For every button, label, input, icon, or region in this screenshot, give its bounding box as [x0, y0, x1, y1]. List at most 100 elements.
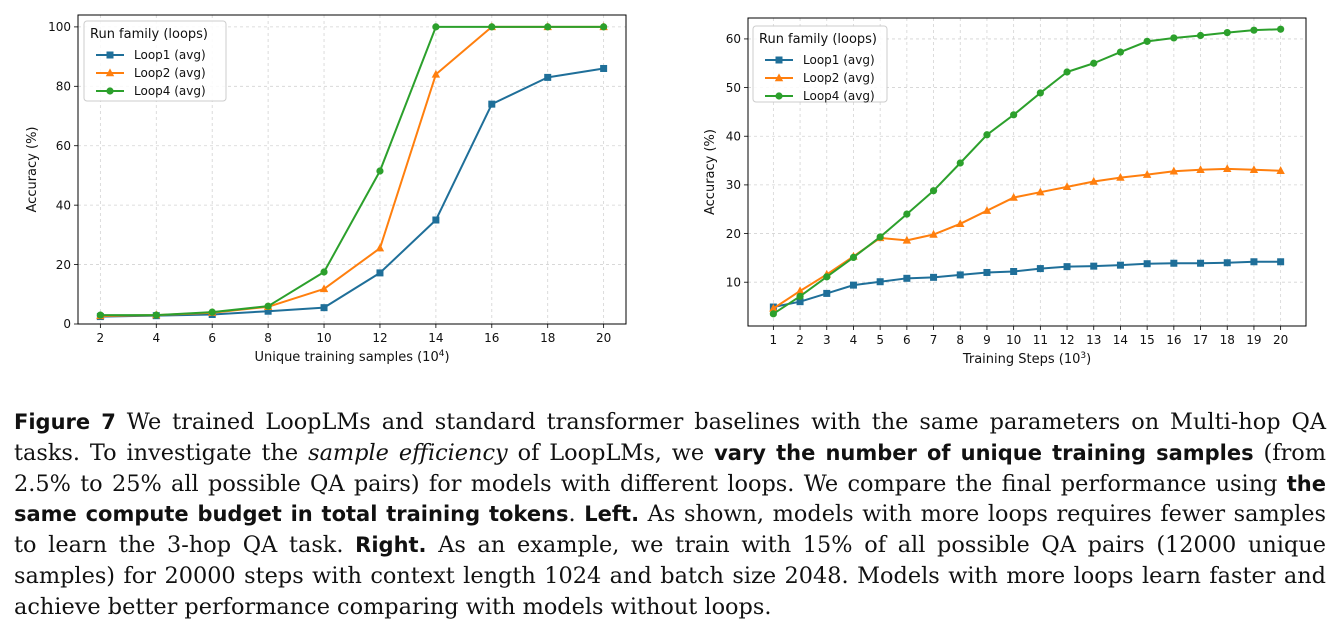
- x-tick-label: 3: [823, 333, 831, 347]
- x-tick-label: 12: [372, 331, 387, 345]
- x-tick-label: 4: [850, 333, 858, 347]
- data-point: [1090, 262, 1098, 270]
- data-point: [929, 229, 938, 238]
- caption-text: We trained LoopLMs and standard transfor…: [14, 409, 1326, 466]
- legend-marker: [775, 56, 783, 64]
- data-point: [1277, 25, 1285, 33]
- data-point: [1009, 192, 1018, 201]
- x-axis-label: Unique training samples (104): [254, 349, 449, 365]
- x-tick-label: 5: [876, 333, 884, 347]
- data-point: [1036, 187, 1045, 196]
- legend-title: Run family (loops): [759, 32, 877, 47]
- data-point: [982, 206, 992, 214]
- legend-title: Run family (loops): [90, 27, 208, 42]
- data-point: [1062, 182, 1072, 191]
- x-tick-label: 14: [1113, 333, 1128, 347]
- data-point: [929, 187, 938, 195]
- legend-entry: Loop1 (avg): [134, 48, 206, 62]
- x-tick-label: 8: [956, 333, 964, 347]
- legend-box: [83, 20, 227, 102]
- caption-label: Figure 7: [14, 410, 116, 434]
- series-line: [772, 167, 1281, 310]
- data-point: [432, 216, 440, 224]
- caption-text: As an example, we train with 15% of all …: [14, 532, 1326, 620]
- data-point: [600, 64, 608, 72]
- x-tick-label: 16: [1166, 333, 1181, 347]
- data-point: [320, 304, 328, 312]
- series-loop4: [96, 23, 608, 319]
- legend-entry: Loop4 (avg): [803, 89, 875, 103]
- data-point: [796, 298, 804, 306]
- data-point: [432, 23, 440, 31]
- data-point: [431, 69, 441, 78]
- y-tick-label: 50: [726, 81, 741, 95]
- series-line: [772, 28, 1281, 315]
- caption-bold: vary the number of unique training sampl…: [714, 440, 1254, 465]
- data-point: [376, 269, 384, 277]
- caption-text: (from 2.5% to 25% all possible QA pairs)…: [14, 439, 1326, 497]
- data-point: [1063, 263, 1071, 271]
- data-point: [1196, 31, 1205, 40]
- series-loop1: [96, 64, 608, 321]
- y-tick-label: 20: [726, 227, 741, 241]
- data-point: [1223, 164, 1232, 173]
- series-loop4: [769, 25, 1285, 318]
- x-tick-label: 10: [1006, 333, 1021, 347]
- data-point: [849, 281, 857, 289]
- data-point: [152, 311, 160, 319]
- x-tick-label: 1: [770, 333, 778, 347]
- data-point: [1089, 176, 1098, 185]
- x-tick-label: 2: [796, 333, 804, 347]
- series-loop1: [769, 258, 1285, 311]
- data-point: [769, 310, 777, 318]
- legend-marker: [774, 73, 784, 82]
- data-point: [902, 235, 912, 244]
- data-point: [1223, 28, 1231, 37]
- data-point: [903, 210, 911, 218]
- data-point: [1223, 259, 1231, 267]
- data-point: [1197, 259, 1205, 267]
- data-point: [1036, 265, 1044, 273]
- legend-marker: [105, 68, 115, 77]
- data-point: [1010, 268, 1018, 276]
- data-point: [544, 73, 552, 81]
- data-point: [1276, 166, 1285, 174]
- data-point: [376, 167, 384, 175]
- x-tick-label: 4: [152, 331, 160, 345]
- series-line: [100, 67, 604, 318]
- legend-entry: Loop1 (avg): [803, 53, 875, 67]
- y-tick-label: 40: [56, 198, 71, 212]
- x-tick-label: 18: [1220, 333, 1235, 347]
- data-point: [600, 23, 608, 31]
- caption-bold: Right.: [355, 533, 427, 558]
- y-tick-label: 10: [726, 275, 741, 289]
- series-line: [100, 25, 604, 317]
- legend-entry: Loop2 (avg): [803, 71, 875, 85]
- data-point: [1063, 68, 1071, 76]
- data-point: [264, 307, 272, 315]
- x-tick-label: 15: [1140, 333, 1155, 347]
- chart-left: 2 4 6 8 10 12 14 16 18 20 0 20 40 60 80 100 Unique train…: [25, 14, 627, 365]
- data-point: [930, 273, 938, 281]
- data-point: [983, 268, 991, 276]
- legend-entry: Loop4 (avg): [134, 84, 206, 98]
- plot-frame: [747, 17, 1307, 327]
- x-tick-label: 2: [97, 331, 105, 345]
- data-point: [1010, 111, 1018, 119]
- y-tick-label: 80: [56, 80, 71, 94]
- y-tick-label: 100: [48, 20, 71, 34]
- data-point: [1116, 261, 1124, 269]
- caption-text: As shown, models with more loops require…: [14, 501, 1326, 559]
- x-tick-label: 20: [596, 331, 611, 345]
- data-point: [488, 23, 496, 31]
- legend-marker: [106, 51, 114, 59]
- data-point: [319, 284, 329, 293]
- y-tick-label: 30: [726, 178, 741, 192]
- series-line: [773, 260, 1281, 309]
- gridlines: [748, 18, 1306, 326]
- x-tick-label: 6: [903, 333, 911, 347]
- data-point: [320, 268, 328, 276]
- x-tick-label: 12: [1059, 333, 1074, 347]
- figure-caption: Figure 7 We trained LoopLMs and standard…: [14, 407, 1326, 623]
